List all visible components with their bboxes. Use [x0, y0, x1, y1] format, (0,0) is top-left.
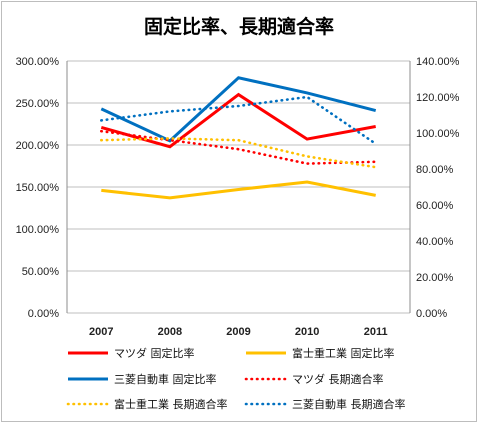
series-line-6: [100, 95, 378, 146]
y-left-tick-label: 300.00%: [16, 56, 60, 68]
series-line-3: [100, 76, 377, 143]
y-left-tick-label: 150.00%: [16, 182, 60, 194]
series-line-2: [101, 180, 376, 200]
y-right-tick-label: 120.00%: [416, 92, 460, 104]
y-right-tick-label: 60.00%: [416, 200, 454, 212]
x-tick-label: 2010: [295, 326, 319, 338]
legend-label: 富士重工業 長期適合率: [114, 397, 228, 411]
y-right-tick-label: 0.00%: [416, 308, 447, 320]
y-left-tick-label: 250.00%: [16, 98, 60, 110]
x-tick-label: 2011: [364, 326, 388, 338]
y-left-tick-label: 200.00%: [16, 140, 60, 152]
y-right-tick-label: 20.00%: [416, 272, 454, 284]
legend-label: マツダ 固定比率: [114, 346, 195, 360]
y-left-tick-label: 50.00%: [22, 266, 60, 278]
legend-label: 三菱自動車 固定比率: [114, 372, 217, 386]
legend-label: 三菱自動車 長期適合率: [292, 397, 406, 411]
y-right-tick-label: 140.00%: [416, 56, 460, 68]
legend-label: 富士重工業 固定比率: [292, 346, 395, 360]
y-left-tick-label: 0.00%: [28, 308, 59, 320]
legend-label: マツダ 長期適合率: [292, 372, 384, 386]
series-line-1: [100, 92, 376, 149]
y-right-tick-label: 80.00%: [416, 164, 454, 176]
chart-title: 固定比率、長期適合率: [143, 16, 334, 38]
y-left-tick-label: 100.00%: [16, 224, 60, 236]
series-line-5: [100, 137, 378, 169]
x-tick-label: 2007: [89, 326, 113, 338]
x-tick-label: 2009: [226, 326, 250, 338]
y-right-tick-label: 100.00%: [416, 128, 460, 140]
x-tick-label: 2008: [158, 326, 182, 338]
series-line-4: [100, 129, 378, 165]
y-right-tick-label: 40.00%: [416, 236, 454, 248]
